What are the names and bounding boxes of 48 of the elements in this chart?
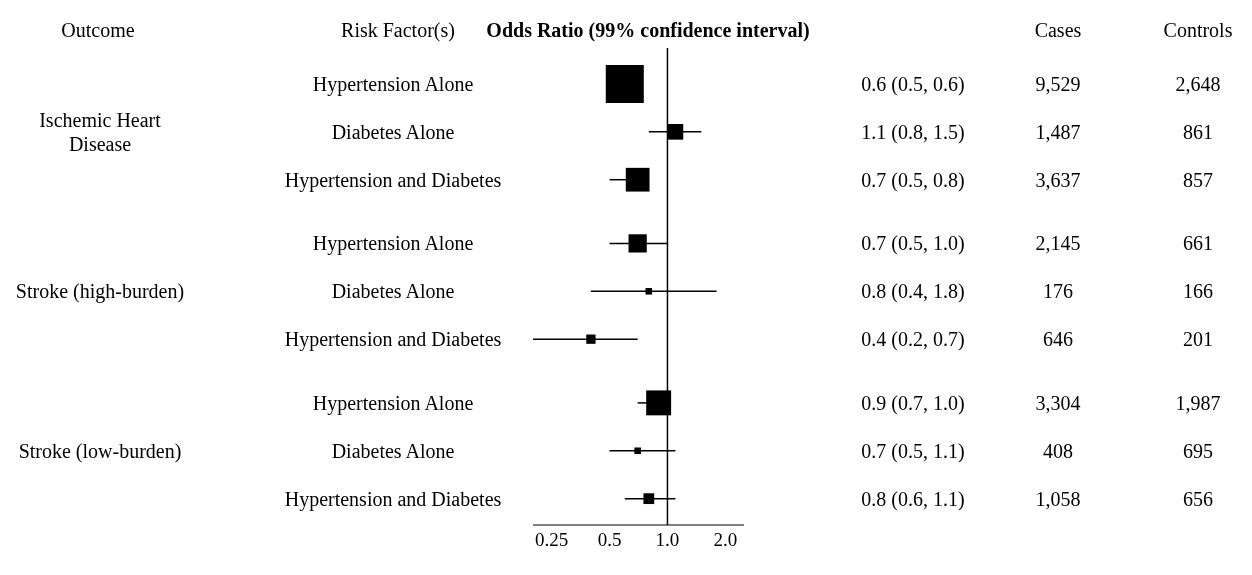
data-label: 0.9 (0.7, 1.0) [860,390,966,415]
text: 1,987 [1174,390,1222,415]
chart-title: Odds Ratio (99% confidence interval) [486,19,810,41]
text: 656 [1182,486,1214,511]
data-label: 0.4 (0.2, 0.7) [860,327,966,352]
text: Stroke (low-burden) [17,438,183,463]
data-label: 0.7 (0.5, 0.8) [860,167,966,192]
text: 2,648 [1174,71,1222,96]
text: 1,487 [1034,119,1082,144]
text: 166 [1182,279,1214,304]
data-label: 0.7 (0.5, 1.0) [860,231,966,256]
data-label: 0.6 (0.5, 0.6) [860,71,966,96]
y-tick-label: Hypertension Alone [311,390,475,415]
data-label: 0.8 (0.6, 1.1) [860,486,966,511]
y-tick-label: Diabetes Alone [330,279,456,304]
text: Controls [1162,18,1234,42]
text: Risk Factor(s) [341,19,455,41]
y-tick-label: Hypertension and Diabetes [283,486,503,511]
text: 861 [1182,119,1214,144]
x-tick-label: 0.5 [597,529,622,551]
text: 661 [1182,231,1214,256]
data-label: 0.8 (0.4, 1.8) [860,279,966,304]
y-tick-label: Diabetes Alone [330,438,456,463]
x-tick-label: 2.0 [713,529,738,551]
text: 857 [1182,167,1214,192]
y-tick-label: Diabetes Alone [330,119,456,144]
text: 176 [1042,279,1074,304]
y-tick-label: Hypertension and Diabetes [283,167,503,192]
y-tick-label: Hypertension Alone [311,231,475,256]
text: Outcome [60,18,136,42]
text: 1,058 [1034,486,1082,511]
text: 646 [1042,327,1074,352]
text: Cases [1033,18,1083,42]
text: 695 [1182,438,1214,463]
text: 3,304 [1034,390,1082,415]
y-tick-label: Hypertension Alone [311,71,475,96]
text: Stroke (high-burden) [14,279,186,304]
text: Ischemic Heart Disease [38,107,162,156]
text: 201 [1182,327,1214,352]
text: 3,637 [1034,167,1082,192]
data-label: 1.1 (0.8, 1.5) [860,119,966,144]
text: 9,529 [1034,71,1082,96]
x-tick-label: 0.25 [535,529,569,551]
x-tick-label: 1.0 [655,529,680,551]
data-label: 0.7 (0.5, 1.1) [860,438,966,463]
text: 2,145 [1034,231,1082,256]
text: 408 [1042,438,1074,463]
y-tick-label: Hypertension and Diabetes [283,327,503,352]
